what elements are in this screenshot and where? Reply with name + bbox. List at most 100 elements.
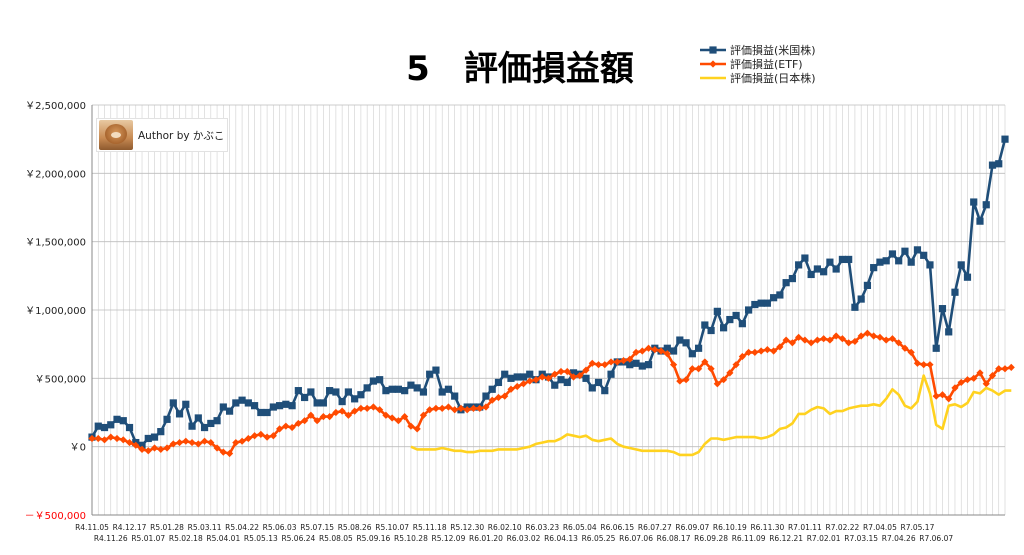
data-point-marker (282, 400, 290, 408)
data-point-marker (351, 407, 359, 415)
data-point-marker (607, 358, 615, 366)
data-point-marker (294, 419, 302, 428)
data-point-marker (394, 385, 403, 393)
data-point-marker (88, 434, 96, 443)
data-point-marker (401, 413, 409, 421)
data-point-marker (432, 366, 440, 374)
data-point-marker (776, 291, 784, 299)
data-point-marker (100, 423, 109, 432)
data-point-marker (382, 411, 390, 419)
data-point-marker (882, 336, 890, 344)
y-tick-label: ￥1,000,000 (25, 306, 86, 317)
data-point-marker (363, 404, 371, 412)
data-point-marker (732, 311, 740, 320)
data-point-marker (200, 423, 209, 432)
data-point-marker (507, 374, 515, 382)
data-point-marker (319, 413, 327, 421)
x-tick-label: R4.11.05 (75, 523, 109, 532)
x-tick-label: R6.07.06 (619, 534, 653, 543)
data-point-marker (594, 378, 603, 387)
data-point-marker (301, 393, 309, 402)
data-point-marker (501, 392, 509, 400)
series-line (92, 331, 1012, 455)
data-point-marker (826, 336, 834, 344)
data-point-marker (638, 362, 646, 370)
x-tick-label: R7.04.26 (882, 534, 916, 543)
legend: 評価損益(米国株)評価損益(ETF)評価損益(日本株) (700, 43, 816, 85)
data-point-marker (125, 423, 134, 432)
x-tick-label: R5.01.07 (131, 534, 165, 543)
data-point-marker (926, 261, 934, 269)
x-tick-label: R5.09.16 (356, 534, 390, 543)
data-point-marker (482, 392, 490, 400)
data-point-marker (876, 258, 884, 266)
x-tick-label: R5.08.05 (319, 534, 353, 543)
data-point-marker (582, 366, 590, 374)
data-point-marker (976, 369, 984, 377)
data-point-marker (476, 404, 484, 412)
data-point-marker (907, 258, 915, 266)
y-tick-labels: －￥500,000 ￥0 ￥500,000 ￥1,000,000 ￥1,500,000 ￥… (25, 101, 86, 522)
x-tick-label: R7.02.01 (807, 534, 841, 543)
data-point-marker (576, 372, 584, 380)
data-point-marker (369, 403, 378, 411)
data-point-marker (213, 417, 221, 425)
data-point-marker (282, 422, 290, 430)
x-tick-label: R5.07.15 (300, 523, 334, 532)
x-tick-label: R6.12.21 (769, 534, 803, 543)
data-point-marker (244, 399, 252, 407)
data-point-marker (913, 246, 922, 254)
legend-swatch-marker (709, 46, 717, 54)
data-point-marker (494, 393, 503, 402)
data-point-marker (1007, 363, 1015, 371)
data-point-marker (795, 333, 803, 341)
x-tick-label: R5.04.22 (225, 523, 259, 532)
data-point-marker (876, 333, 884, 341)
data-point-marker (257, 430, 265, 438)
data-point-marker (663, 350, 671, 358)
data-point-marker (895, 257, 903, 265)
data-point-marker (795, 261, 803, 269)
x-tick-label: R6.06.15 (600, 523, 634, 532)
data-point-marker (863, 329, 872, 337)
data-point-marker (870, 264, 878, 272)
data-point-marker (532, 376, 540, 384)
data-point-marker (551, 381, 559, 389)
data-point-marker (920, 251, 928, 259)
data-point-marker (920, 361, 928, 369)
data-point-marker (638, 347, 646, 355)
data-point-marker (970, 374, 978, 382)
data-point-marker (945, 328, 953, 336)
data-point-marker (513, 382, 521, 391)
data-point-marker (288, 423, 296, 432)
data-point-marker (838, 255, 847, 264)
data-point-marker (482, 403, 490, 411)
data-point-marker (269, 432, 277, 440)
data-point-marker (888, 335, 897, 343)
data-point-marker (569, 373, 578, 381)
data-point-marker (863, 281, 872, 289)
data-point-marker (313, 399, 321, 407)
data-point-marker (594, 361, 603, 369)
axes (91, 105, 1005, 516)
data-point-marker (601, 387, 609, 395)
x-tick-label: R6.05.04 (563, 523, 597, 532)
data-point-marker (745, 348, 753, 356)
data-point-marker (832, 332, 840, 340)
data-point-marker (982, 201, 990, 209)
data-point-marker (394, 417, 403, 425)
data-point-marker (688, 350, 696, 358)
data-point-marker (376, 406, 384, 414)
data-point-marker (676, 336, 684, 344)
data-point-marker (770, 347, 778, 355)
author-label: Author by かぶこ (138, 129, 225, 142)
data-point-marker (632, 348, 640, 356)
data-point-marker (651, 346, 659, 354)
data-point-marker (888, 250, 897, 258)
x-tick-label: R7.01.11 (788, 523, 822, 532)
data-point-marker (244, 434, 252, 443)
data-point-marker (407, 422, 415, 430)
data-point-marker (413, 384, 421, 392)
x-tick-label: R6.08.17 (657, 534, 691, 543)
y-tick-label: ￥2,000,000 (25, 169, 86, 180)
